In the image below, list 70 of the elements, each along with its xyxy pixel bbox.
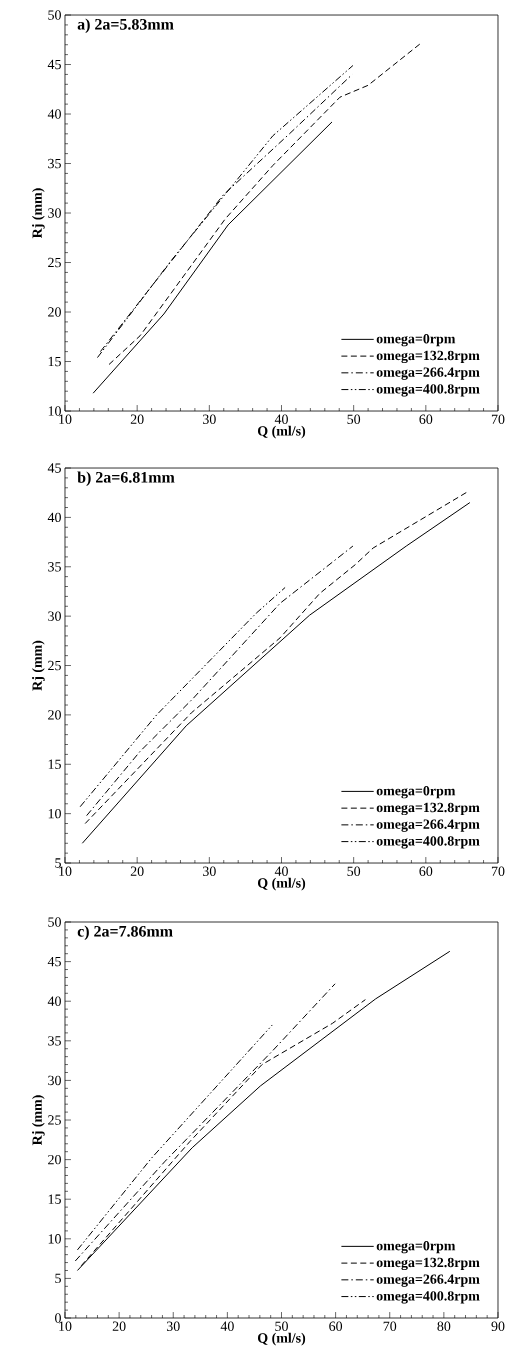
legend-label: omega=266.4rpm [376,1274,480,1287]
x-tick-label: 70 [383,1321,397,1331]
x-tick-label: 40 [220,1321,234,1331]
y-tick-label: 25 [48,660,61,671]
x-tick-label: 70 [491,414,505,424]
legend-label: omega=266.4rpm [376,367,480,380]
legend-label: omega=266.4rpm [376,819,480,832]
legend-label: omega=132.8rpm [376,350,480,364]
y-tick-label: 45 [47,463,61,473]
x-tick-label: 20 [130,866,144,876]
y-axis-title: Rj (mm) [32,640,45,691]
y-tick-label: 30 [48,611,61,621]
x-tick-label: 20 [130,414,144,424]
x-tick-label: 40 [274,414,288,424]
y-tick-label: 15 [48,356,61,367]
y-tick-label: 15 [48,759,61,769]
y-axis-title: Rj (mm) [32,188,45,239]
y-tick-label: 10 [48,1234,61,1244]
x-tick-label: 60 [419,866,433,876]
x-tick-label: 80 [437,1321,451,1331]
x-axis-title: Q (ml/s) [257,1332,306,1346]
legend-label: omega=0rpm [376,786,456,799]
chart-title: c) 2a=7.86mm [77,925,173,940]
y-tick-label: 20 [48,307,61,317]
x-axis-title: Q (ml/s) [257,877,306,891]
y-tick-label: 15 [48,1194,61,1204]
x-tick-label: 40 [274,866,288,876]
y-tick-label: 25 [48,257,61,268]
y-tick-label: 5 [55,858,61,868]
y-tick-label: 35 [48,1036,61,1046]
y-tick-label: 0 [55,1313,61,1323]
y-tick-label: 35 [48,158,61,169]
x-tick-label: 30 [203,866,216,876]
y-tick-label: 25 [48,1115,61,1125]
y-tick-label: 50 [48,10,61,20]
y-tick-label: 45 [47,59,61,70]
x-tick-label: 20 [112,1321,126,1331]
chart-title: a) 2a=5.83mm [77,18,174,33]
y-axis-title: Rj (mm) [32,1095,45,1146]
legend-label: omega=132.8rpm [376,802,480,816]
x-axis-title: Q (ml/s) [257,425,306,439]
x-tick-label: 60 [329,1321,343,1331]
y-tick-label: 45 [47,956,61,967]
legend-label: omega=400.8rpm [376,836,480,849]
legend-label: omega=132.8rpm [376,1257,480,1271]
x-tick-label: 30 [166,1321,180,1331]
x-tick-label: 30 [203,414,216,424]
y-tick-label: 20 [48,710,61,720]
legend-label: omega=0rpm [376,1240,456,1254]
legend-label: omega=400.8rpm [376,1291,480,1304]
x-tick-label: 60 [419,414,433,424]
y-tick-label: 35 [48,562,61,572]
x-tick-label: 50 [347,414,361,424]
y-tick-label: 10 [48,808,61,819]
y-tick-label: 30 [48,1075,61,1086]
y-tick-label: 40 [47,996,61,1006]
y-tick-label: 50 [48,917,61,927]
legend-label: omega=400.8rpm [376,384,480,397]
x-tick-label: 90 [491,1321,505,1331]
y-tick-label: 40 [47,512,61,523]
y-tick-label: 5 [55,1273,61,1284]
y-tick-label: 40 [47,109,61,119]
x-tick-label: 50 [275,1321,288,1331]
legend-label: omega=0rpm [376,333,456,347]
x-tick-label: 50 [347,866,361,876]
x-tick-label: 70 [491,866,505,876]
y-tick-label: 10 [48,406,61,416]
chart-title: b) 2a=6.81mm [77,471,175,486]
y-tick-label: 30 [48,208,61,218]
y-tick-label: 20 [48,1154,61,1165]
